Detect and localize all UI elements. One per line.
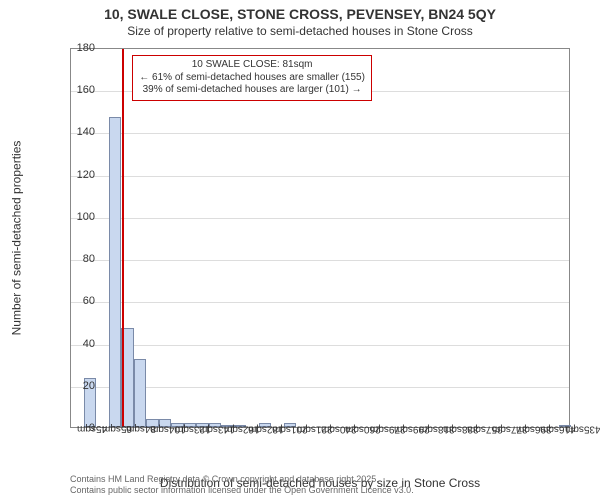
chart-subtitle: Size of property relative to semi-detach…: [0, 24, 600, 38]
grid-line: [71, 218, 569, 219]
attribution-line-1: Contains HM Land Registry data © Crown c…: [70, 474, 414, 485]
y-tick-label: 20: [55, 380, 95, 392]
y-tick-label: 80: [55, 253, 95, 265]
grid-line: [71, 345, 569, 346]
annotation-line-3: 39% of semi-detached houses are larger (…: [139, 84, 365, 97]
grid-line: [71, 176, 569, 177]
histogram-chart: 10, SWALE CLOSE, STONE CROSS, PEVENSEY, …: [0, 0, 600, 500]
y-tick-label: 180: [55, 42, 95, 54]
annotation-box: 10 SWALE CLOSE: 81sqm ← 61% of semi-deta…: [132, 55, 372, 101]
attribution-text: Contains HM Land Registry data © Crown c…: [70, 474, 414, 496]
grid-line: [71, 260, 569, 261]
grid-line: [71, 133, 569, 134]
y-tick-label: 40: [55, 338, 95, 350]
y-axis-label: Number of semi-detached properties: [8, 48, 24, 428]
histogram-bar: [109, 117, 122, 427]
marker-line: [122, 49, 124, 427]
y-tick-label: 100: [55, 211, 95, 223]
annotation-line-2: ← 61% of semi-detached houses are smalle…: [139, 72, 365, 85]
y-axis-label-text: Number of semi-detached properties: [9, 141, 23, 336]
grid-line: [71, 302, 569, 303]
chart-title: 10, SWALE CLOSE, STONE CROSS, PEVENSEY, …: [0, 6, 600, 22]
y-tick-label: 120: [55, 169, 95, 181]
y-tick-label: 140: [55, 126, 95, 138]
y-tick-label: 160: [55, 84, 95, 96]
annotation-line-1: 10 SWALE CLOSE: 81sqm: [139, 59, 365, 72]
attribution-line-2: Contains public sector information licen…: [70, 485, 414, 496]
y-tick-label: 60: [55, 295, 95, 307]
histogram-bar: [134, 359, 147, 427]
plot-area: 10 SWALE CLOSE: 81sqm ← 61% of semi-deta…: [70, 48, 570, 428]
